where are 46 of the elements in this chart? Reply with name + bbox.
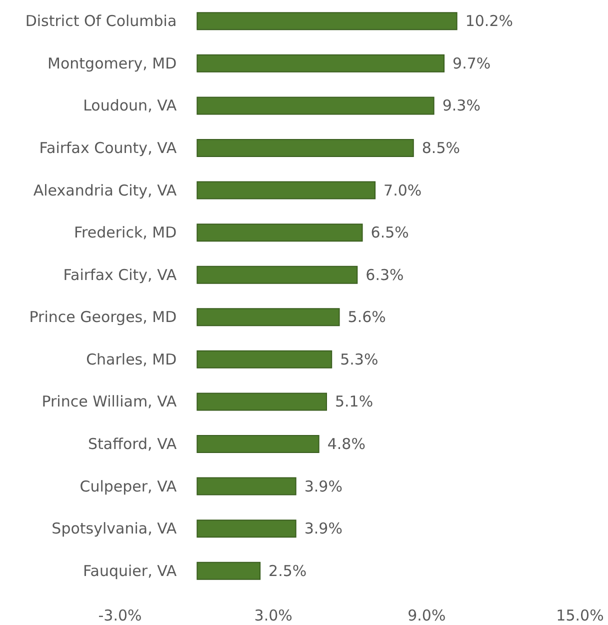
- data-label: 5.3%: [340, 350, 378, 368]
- y-tick-label: Alexandria City, VA: [33, 181, 178, 200]
- data-label: 5.6%: [348, 308, 386, 326]
- x-tick-label: 3.0%: [254, 606, 292, 624]
- bar: [196, 435, 320, 453]
- data-label: 2.5%: [268, 562, 307, 580]
- y-tick-label: Prince Georges, MD: [29, 308, 177, 326]
- data-label: 4.8%: [327, 435, 366, 453]
- x-tick-label: 15.0%: [556, 606, 604, 624]
- y-tick-label: Charles, MD: [86, 350, 177, 368]
- data-label: 6.3%: [366, 266, 404, 284]
- bar: [196, 308, 340, 326]
- bar: [196, 392, 327, 411]
- data-label: 9.7%: [452, 54, 491, 72]
- data-label: 3.9%: [304, 520, 342, 538]
- y-tick-label: Fauquier, VA: [83, 562, 178, 580]
- data-label: 10.2%: [465, 12, 513, 30]
- bar: [196, 181, 376, 200]
- bar: [196, 224, 363, 242]
- bar: [196, 54, 445, 72]
- x-tick-label: -3.0%: [98, 606, 142, 624]
- y-tick-label: Culpeper, VA: [80, 477, 178, 496]
- data-label: 3.9%: [304, 477, 342, 496]
- bar: [196, 562, 261, 580]
- data-label: 8.5%: [422, 139, 460, 157]
- data-label: 5.1%: [335, 392, 374, 411]
- x-tick-label: 9.0%: [408, 606, 446, 624]
- y-tick-label: District Of Columbia: [25, 12, 177, 30]
- y-tick-label: Spotsylvania, VA: [52, 520, 178, 538]
- bar: [196, 477, 296, 496]
- data-label: 9.3%: [442, 96, 480, 115]
- data-label: 7.0%: [384, 181, 422, 200]
- bar: [196, 12, 458, 30]
- bar: [196, 350, 332, 368]
- y-tick-label: Prince William, VA: [42, 392, 178, 411]
- y-tick-label: Stafford, VA: [88, 435, 178, 453]
- y-tick-label: Fairfax County, VA: [39, 139, 178, 157]
- y-tick-label: Loudoun, VA: [83, 96, 178, 115]
- bar: [196, 266, 358, 284]
- y-tick-label: Fairfax City, VA: [63, 266, 178, 284]
- y-tick-label: Frederick, MD: [74, 224, 177, 242]
- bar: [196, 139, 414, 157]
- bar: [196, 520, 296, 538]
- y-tick-label: Montgomery, MD: [48, 54, 177, 72]
- bar: [196, 96, 434, 115]
- data-label: 6.5%: [370, 224, 409, 242]
